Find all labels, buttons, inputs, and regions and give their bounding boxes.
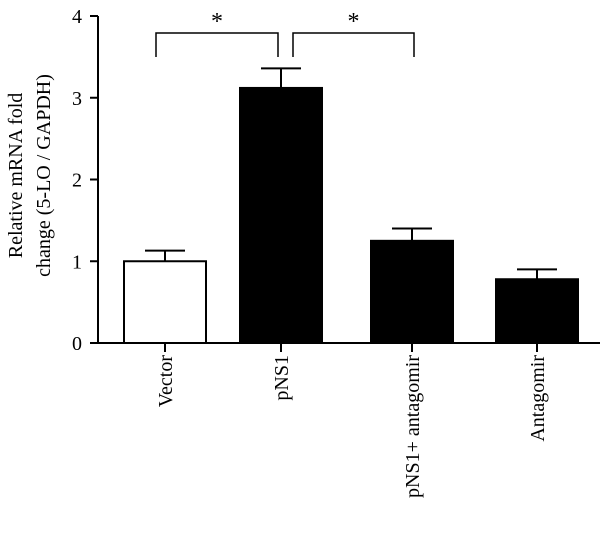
y-axis-title-line: change (5-LO / GAPDH) [33,74,55,277]
x-axis [98,342,600,352]
bar [495,278,579,344]
significance-mark: * [211,9,223,35]
y-axis-title-line: Relative mRNA fold [5,93,27,259]
significance-bracket [155,32,279,57]
y-axis: 0 1 2 3 4 [72,6,99,355]
bar [370,239,454,344]
x-tick-label: Antagomir [527,355,549,442]
significance-brackets: * * [155,9,415,57]
significance-bracket [292,32,415,57]
bar [239,86,323,344]
y-tick-label: 1 [72,251,82,273]
x-tick-label: Vector [155,355,177,408]
y-tick-label: 4 [72,6,82,28]
bar [123,260,207,344]
y-tick-label: 3 [72,88,82,110]
x-tick-labels: Vector pNS1 pNS1+ antagomir Antagomir [155,355,549,498]
y-tick-label: 2 [72,170,82,192]
error-bars [145,67,557,280]
x-tick-label: pNS1 [271,355,293,401]
x-tick-label: pNS1+ antagomir [402,355,424,498]
y-tick-label: 0 [72,333,82,355]
bars [123,86,579,344]
significance-mark: * [348,9,360,35]
y-axis-title: Relative mRNA fold change (5-LO / GAPDH) [5,74,55,277]
